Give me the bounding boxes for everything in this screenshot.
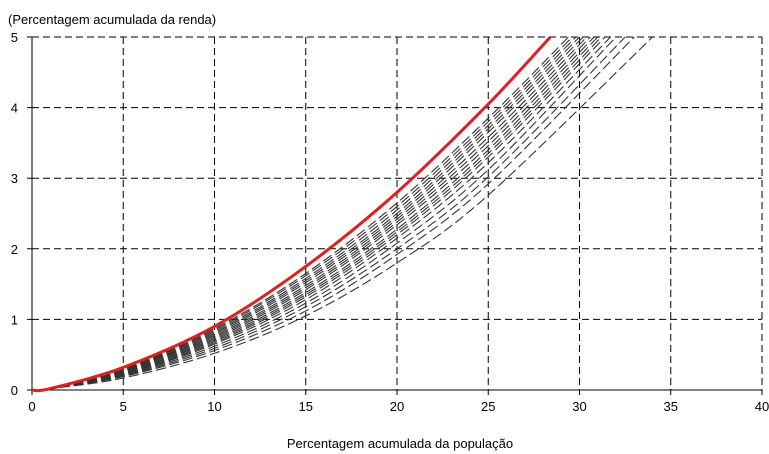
x-tick-label: 35 xyxy=(664,399,678,414)
x-tick-label: 0 xyxy=(28,399,35,414)
series-line xyxy=(31,36,611,391)
y-tick-label: 4 xyxy=(11,101,18,116)
x-tick-label: 10 xyxy=(207,399,221,414)
x-tick-label: 5 xyxy=(120,399,127,414)
x-tick-label: 25 xyxy=(481,399,495,414)
x-tick-label: 40 xyxy=(755,399,769,414)
series-layer xyxy=(31,35,653,393)
series-line xyxy=(31,36,599,391)
series-line xyxy=(31,36,617,391)
series-line xyxy=(31,36,626,391)
grid xyxy=(32,36,763,390)
y-axis-label: (Percentagem acumulada da renda) xyxy=(8,12,216,27)
series-line xyxy=(31,36,577,392)
series-line xyxy=(31,36,653,391)
series-line xyxy=(31,36,595,391)
y-tick-label: 2 xyxy=(11,242,18,257)
x-axis-label: Percentagem acumulada da população xyxy=(287,436,513,451)
x-tick-label: 30 xyxy=(572,399,586,414)
axes xyxy=(27,36,763,395)
series-line xyxy=(31,36,569,392)
y-tick-label: 0 xyxy=(11,383,18,398)
y-tick-label: 3 xyxy=(11,171,18,186)
series-line xyxy=(31,36,591,391)
series-line xyxy=(31,36,573,392)
series-line-highlight xyxy=(31,35,552,393)
y-tick-label: 1 xyxy=(11,312,18,327)
x-tick-label: 20 xyxy=(390,399,404,414)
y-tick-label: 5 xyxy=(11,30,18,45)
tick-labels: 0 5 10 15 20 25 30 35 40 0 1 2 3 4 5 xyxy=(11,30,769,414)
series-line xyxy=(31,36,606,391)
x-tick-label: 15 xyxy=(299,399,313,414)
